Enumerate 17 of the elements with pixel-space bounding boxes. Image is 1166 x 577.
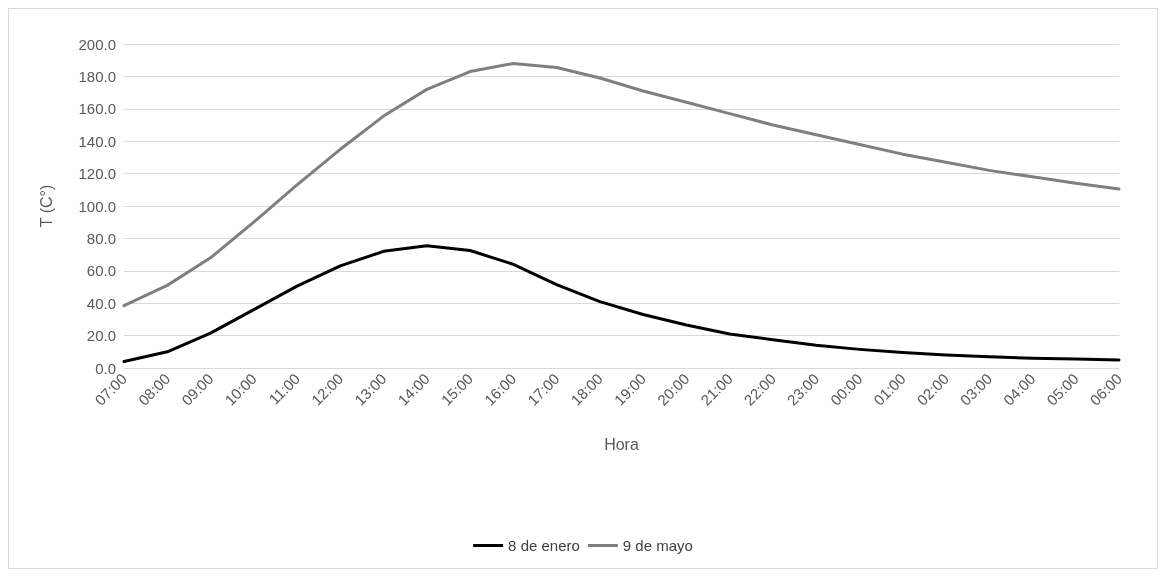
line-series [122,244,1121,364]
y-tick-label: 60.0 [86,262,116,280]
y-tick-label: 0.0 [95,359,116,377]
y-tick-label: 80.0 [86,229,116,247]
y-tick-label: 160.0 [78,100,116,118]
y-tick-label: 20.0 [86,327,116,345]
y-axis-title: T (C°) [37,184,55,228]
legend-label: 9 de mayo [622,537,693,554]
y-tick-label: 180.0 [78,67,116,85]
y-tick-label: 200.0 [78,35,116,53]
y-tick-label: 120.0 [78,165,116,183]
y-tick-label: 140.0 [78,132,116,150]
y-tick-label: 40.0 [86,294,116,312]
legend-label: 8 de enero [508,537,580,554]
x-axis-title: Hora [604,435,639,453]
y-tick-label: 100.0 [78,197,116,215]
line-series [122,61,1121,308]
